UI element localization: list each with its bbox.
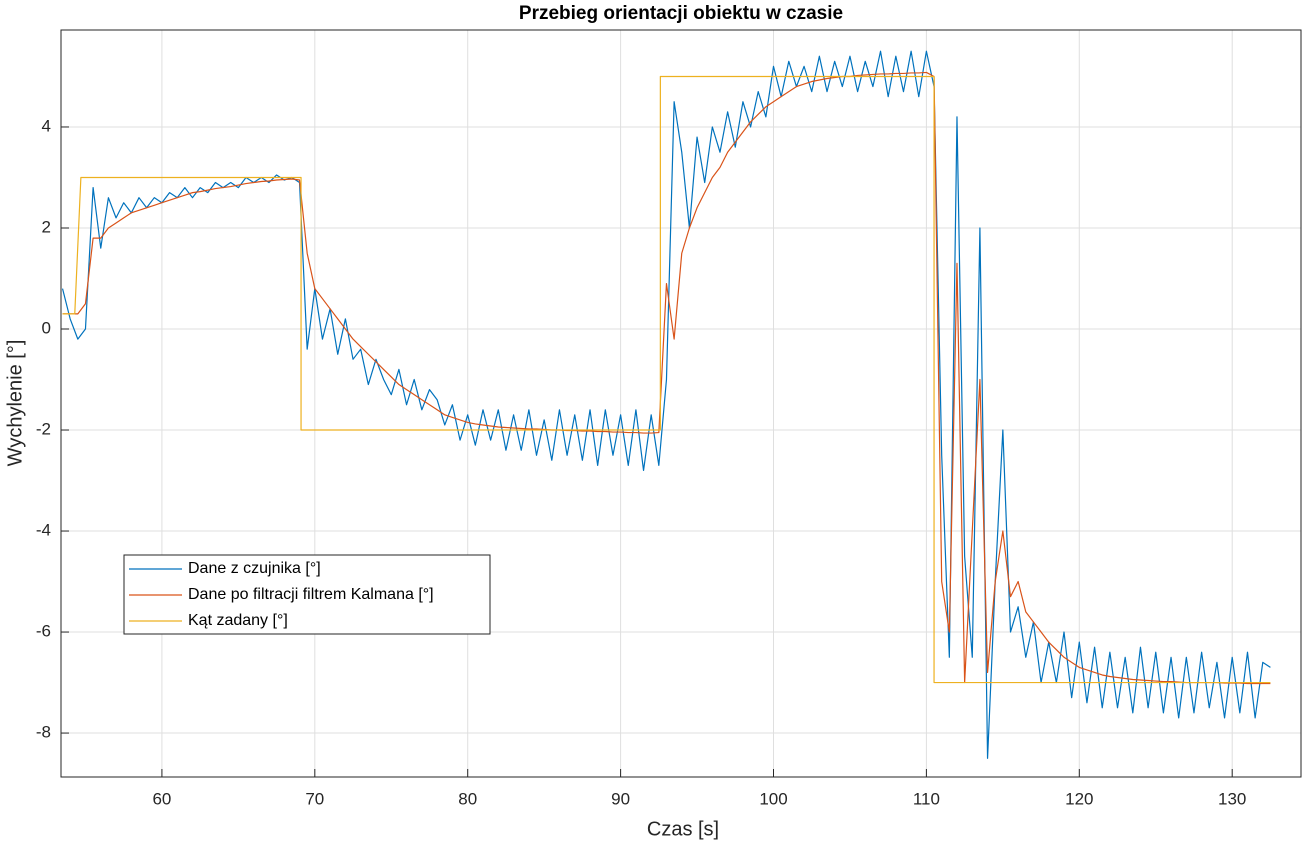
y-tick-label: -4 bbox=[36, 521, 51, 540]
y-tick-label: 2 bbox=[42, 217, 51, 236]
legend-label: Dane po filtracji filtrem Kalmana [°] bbox=[188, 586, 434, 603]
x-tick-label: 60 bbox=[152, 789, 171, 808]
x-tick-label: 100 bbox=[759, 789, 787, 808]
legend-box bbox=[123, 554, 491, 635]
chart-title: Przebieg orientacji obiektu w czasie bbox=[519, 3, 843, 24]
data-line bbox=[62, 75, 1271, 684]
y-tick-label: 0 bbox=[42, 318, 51, 337]
y-tick-label: -6 bbox=[36, 622, 51, 641]
legend-label: Dane z czujnika [°] bbox=[188, 560, 321, 577]
x-tick-label: 110 bbox=[913, 789, 940, 808]
y-tick-label: -2 bbox=[36, 420, 51, 439]
legend: Dane z czujnika [°] Dane po filtracji fil… bbox=[123, 554, 491, 635]
x-tick-label: 80 bbox=[458, 789, 477, 808]
x-tick-label: 120 bbox=[1065, 789, 1093, 808]
y-axis-label: Wychylenie [°] bbox=[4, 340, 26, 467]
x-tick-label: 90 bbox=[611, 789, 630, 808]
plot-lines bbox=[61, 50, 1271, 759]
x-tick-label: 130 bbox=[1218, 789, 1246, 808]
plot-area bbox=[61, 30, 1301, 777]
data-line bbox=[62, 71, 1271, 685]
y-tick-label: 4 bbox=[42, 116, 51, 135]
y-tick-label: -8 bbox=[36, 723, 51, 742]
legend-label: Kąt zadany [°] bbox=[188, 612, 288, 629]
x-axis-label: Czas [s] bbox=[647, 818, 719, 840]
x-tick-label: 70 bbox=[305, 789, 324, 808]
data-line bbox=[61, 50, 1271, 759]
axes-box bbox=[60, 29, 1302, 778]
